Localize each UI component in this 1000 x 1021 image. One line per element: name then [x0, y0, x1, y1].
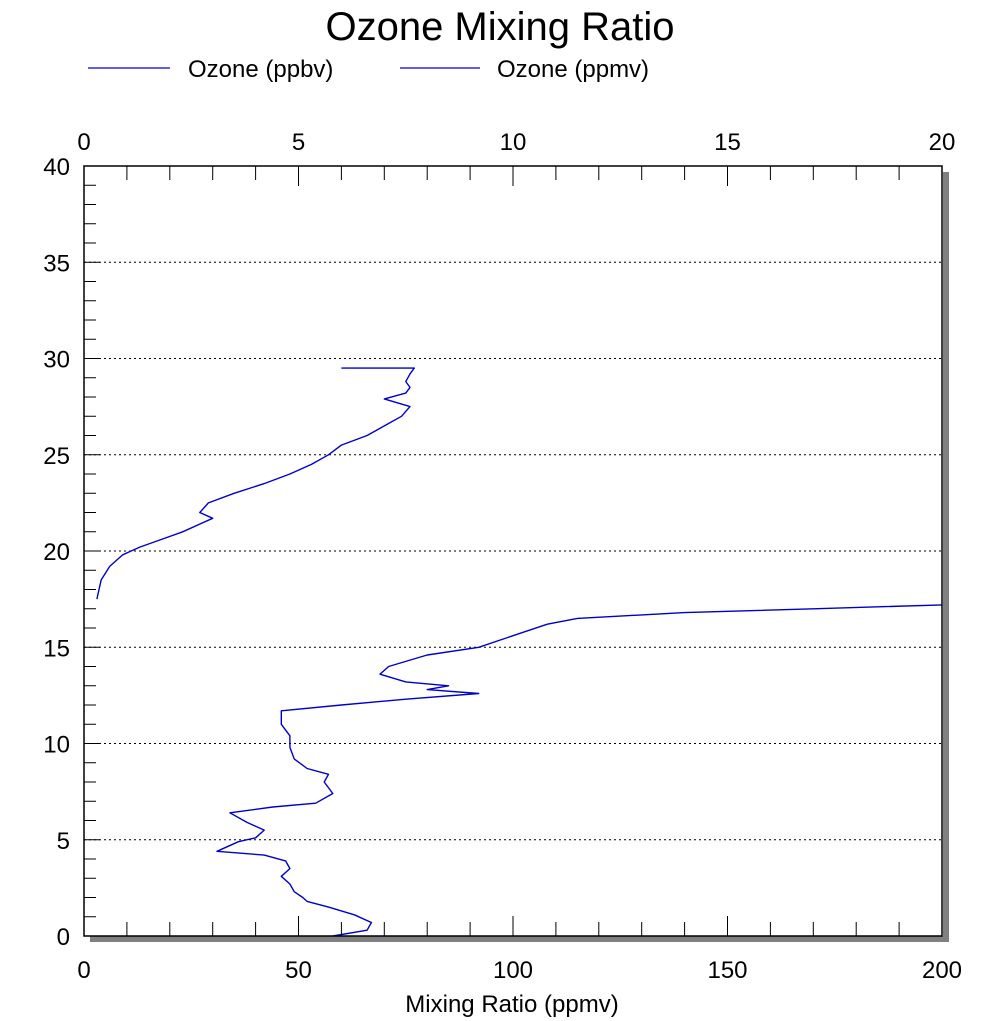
y-tick-label-25: 25	[43, 443, 70, 470]
y-tick-label-0: 0	[57, 924, 70, 951]
x-top-tick-label-10: 10	[500, 129, 527, 156]
y-tick-label-5: 5	[57, 828, 70, 855]
y-tick-label-10: 10	[43, 732, 70, 759]
gridlines	[84, 261, 942, 841]
chart-title: Ozone Mixing Ratio	[325, 5, 674, 49]
frame-shadow-bottom	[90, 936, 949, 942]
plot-frame	[83, 165, 943, 937]
series-line-ozone-ppbv	[216, 604, 943, 937]
x-top-tick-label-20: 20	[929, 129, 956, 156]
x-top-tick-label-15: 15	[714, 129, 741, 156]
x-bottom-tick-label-100: 100	[493, 957, 533, 984]
legend-label-ozone-ppmv: Ozone (ppmv)	[497, 56, 649, 83]
x-bottom-tick-label-0: 0	[77, 957, 90, 984]
frame-shadow-right	[943, 172, 949, 942]
x-top-tick-label-0: 0	[77, 129, 90, 156]
x-top-tick-label-5: 5	[292, 129, 305, 156]
y-tick-label-40: 40	[43, 154, 70, 181]
data-series	[96, 367, 943, 937]
y-tick-label-30: 30	[43, 347, 70, 374]
x-bottom-tick-label-200: 200	[922, 957, 962, 984]
y-tick-label-15: 15	[43, 635, 70, 662]
x-bottom-tick-label-50: 50	[285, 957, 312, 984]
tick-labels: 0 5 10 15 20 25 30 35 40 0 50 100 150 200 0 5 10 15 20	[43, 129, 962, 984]
x-axis-label: Mixing Ratio (ppmv)	[405, 991, 618, 1018]
y-tick-label-20: 20	[43, 539, 70, 566]
x-bottom-tick-label-150: 150	[707, 957, 747, 984]
y-tick-label-35: 35	[43, 250, 70, 277]
legend: Ozone (ppbv) Ozone (ppmv)	[88, 56, 649, 83]
legend-label-ozone-ppbv: Ozone (ppbv)	[188, 56, 333, 83]
tick-marks	[83, 165, 943, 937]
series-line-ozone-ppmv	[96, 367, 415, 600]
